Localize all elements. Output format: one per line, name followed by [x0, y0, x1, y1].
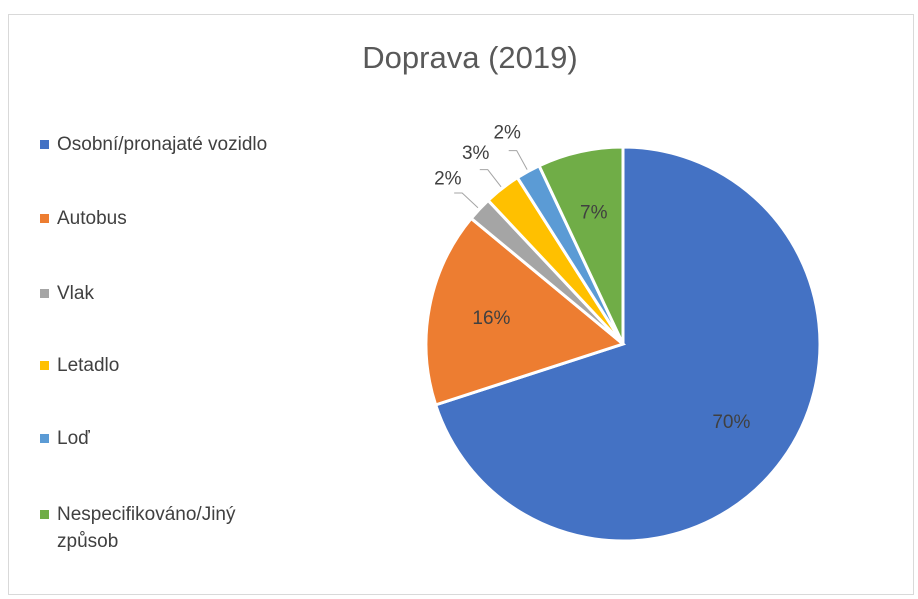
legend-item: Vlak	[40, 280, 290, 307]
leader-line	[454, 192, 479, 209]
legend-swatch	[40, 289, 49, 298]
legend-item: Osobní/pronajaté vozidlo	[40, 131, 290, 158]
legend-swatch	[40, 214, 49, 223]
legend-item: Letadlo	[40, 352, 290, 379]
legend-swatch	[40, 140, 49, 149]
pie-slice	[424, 216, 627, 407]
leader-line	[508, 150, 528, 170]
legend-swatch	[40, 510, 49, 519]
legend-label: Vlak	[57, 283, 94, 304]
legend-swatch	[40, 361, 49, 370]
legend-label: Osobní/pronajaté vozidlo	[57, 134, 268, 155]
legend-swatch	[40, 434, 49, 443]
leader-line	[479, 169, 502, 188]
legend-item: Loď	[40, 425, 290, 452]
data-label: 2%	[434, 168, 462, 189]
data-label: 70%	[712, 412, 750, 433]
pie-slice	[433, 145, 822, 543]
legend-label: Autobus	[57, 208, 127, 229]
data-label: 16%	[472, 308, 510, 329]
chart-border	[8, 14, 914, 595]
data-label: 3%	[462, 143, 490, 164]
chart-title: Doprava (2019)	[362, 40, 577, 75]
legend-item: Nespecifikováno/Jiný způsob	[40, 501, 290, 555]
legend-item: Autobus	[40, 205, 290, 232]
pie-slice	[537, 145, 625, 345]
data-label: 2%	[493, 122, 521, 143]
legend-label: Letadlo	[57, 355, 120, 376]
legend-label: Loď	[57, 428, 90, 449]
legend-label: Nespecifikováno/Jiný způsob	[57, 504, 236, 552]
data-label: 7%	[580, 202, 608, 223]
